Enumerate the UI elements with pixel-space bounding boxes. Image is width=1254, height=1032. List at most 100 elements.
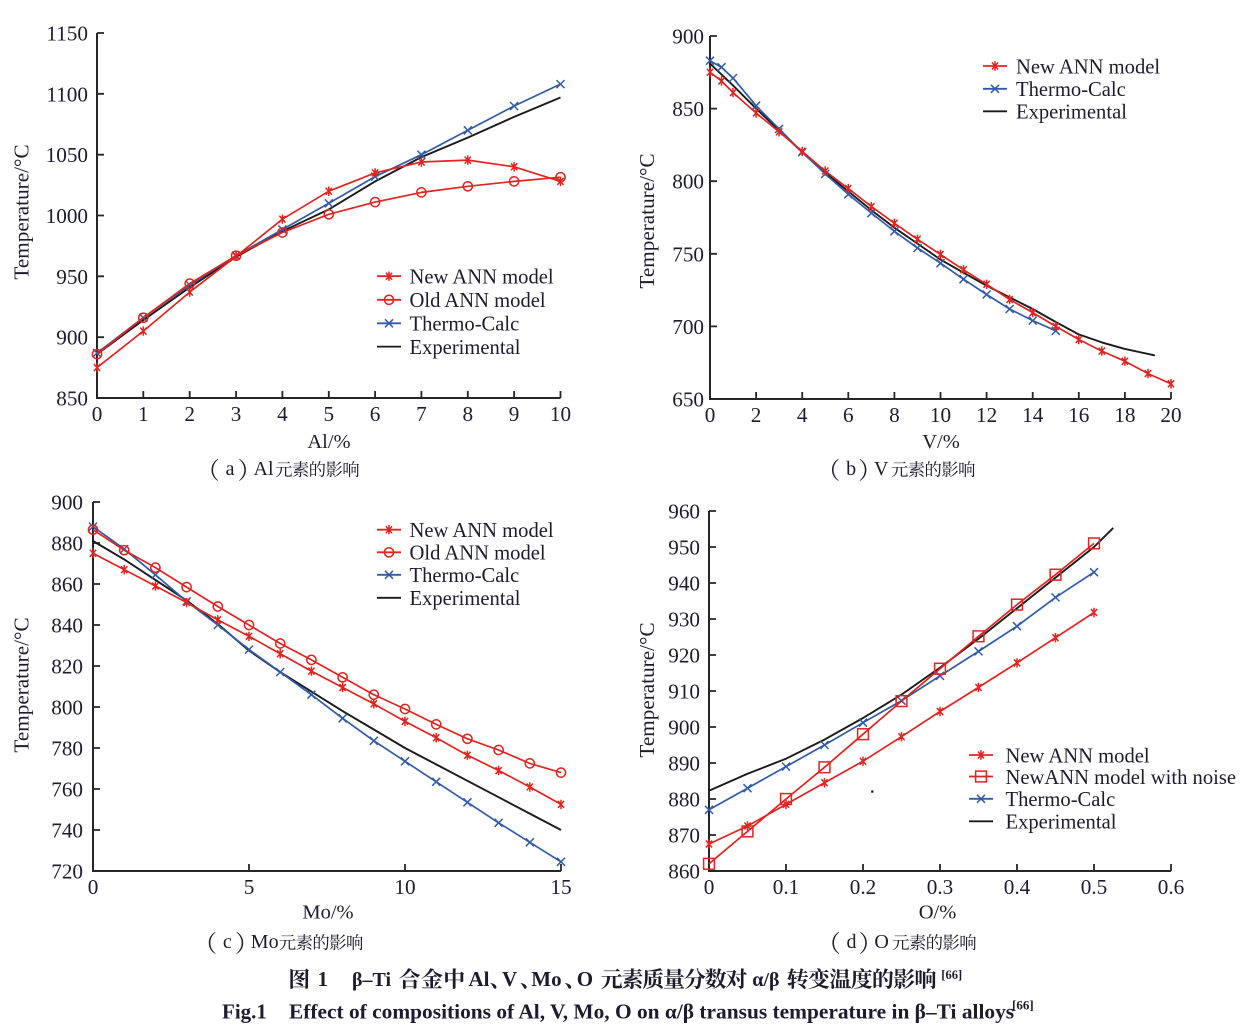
svg-text:880: 880 xyxy=(668,788,700,812)
svg-text:7: 7 xyxy=(416,402,427,426)
svg-text:12: 12 xyxy=(976,403,997,427)
svg-text:0.4: 0.4 xyxy=(1004,875,1031,899)
svg-text:2: 2 xyxy=(751,403,762,427)
svg-text:8: 8 xyxy=(463,402,474,426)
svg-text:1: 1 xyxy=(138,402,149,426)
svg-text:Thermo-Calc: Thermo-Calc xyxy=(410,314,520,336)
svg-text:α/β: α/β xyxy=(752,969,779,991)
svg-text:0.6: 0.6 xyxy=(1158,875,1184,899)
svg-text:4: 4 xyxy=(797,403,808,427)
svg-text:Effect of compositions of Al,: Effect of compositions of Al, V, Mo, O o… xyxy=(289,1000,1014,1024)
svg-text:930: 930 xyxy=(668,608,700,632)
svg-text:0: 0 xyxy=(705,403,716,427)
svg-text:820: 820 xyxy=(51,655,83,679)
svg-text:6: 6 xyxy=(370,402,381,426)
svg-text:V: V xyxy=(874,458,889,480)
svg-text:V: V xyxy=(502,967,517,991)
svg-text:860: 860 xyxy=(51,573,83,597)
svg-text:3: 3 xyxy=(231,402,242,426)
svg-text:New ANN model: New ANN model xyxy=(1016,56,1160,78)
svg-text:780: 780 xyxy=(51,737,83,761)
svg-text:920: 920 xyxy=(668,644,700,668)
svg-text:a: a xyxy=(226,458,235,480)
svg-text:O: O xyxy=(577,967,593,991)
svg-text:5: 5 xyxy=(324,402,335,426)
svg-text:860: 860 xyxy=(668,860,700,884)
svg-text:840: 840 xyxy=(51,614,83,638)
svg-text:0.1: 0.1 xyxy=(773,875,799,899)
svg-text:2: 2 xyxy=(184,402,195,426)
svg-text:0: 0 xyxy=(88,875,99,899)
svg-text:Temperature/°C: Temperature/°C xyxy=(635,622,659,757)
svg-text:740: 740 xyxy=(51,819,83,843)
svg-text:1150: 1150 xyxy=(46,22,88,46)
svg-text:0.2: 0.2 xyxy=(850,875,876,899)
svg-text:Mo/%: Mo/% xyxy=(302,902,353,924)
svg-text:Experimental: Experimental xyxy=(1006,812,1117,834)
svg-text:[66]: [66] xyxy=(1012,998,1034,1013)
svg-text:15: 15 xyxy=(550,875,571,899)
svg-text:1050: 1050 xyxy=(46,143,88,167)
svg-text:10: 10 xyxy=(394,875,415,899)
svg-text:[66]: [66] xyxy=(941,968,962,982)
svg-text:Experimental: Experimental xyxy=(410,337,521,359)
svg-text:Temperature/°C: Temperature/°C xyxy=(10,144,34,279)
svg-text:New ANN model: New ANN model xyxy=(410,520,554,542)
svg-text:β–Ti: β–Ti xyxy=(352,969,392,991)
svg-text:900: 900 xyxy=(668,716,700,740)
svg-text:10: 10 xyxy=(930,403,951,427)
svg-text:870: 870 xyxy=(668,824,700,848)
svg-text:Fig.1: Fig.1 xyxy=(222,1000,267,1024)
svg-text:Thermo-Calc: Thermo-Calc xyxy=(410,565,520,587)
svg-text:900: 900 xyxy=(56,326,88,350)
svg-text:Experimental: Experimental xyxy=(410,588,521,610)
svg-text:18: 18 xyxy=(1114,403,1135,427)
svg-text:Temperature/°C: Temperature/°C xyxy=(10,617,34,752)
svg-text:Al: Al xyxy=(469,967,490,991)
svg-text:850: 850 xyxy=(56,387,88,411)
svg-text:1: 1 xyxy=(318,967,329,991)
svg-text:900: 900 xyxy=(51,491,83,515)
svg-text:O: O xyxy=(874,931,888,953)
svg-text:890: 890 xyxy=(668,752,700,776)
svg-text:Mo: Mo xyxy=(251,931,279,953)
svg-text:1100: 1100 xyxy=(46,82,88,106)
svg-text:960: 960 xyxy=(668,500,700,524)
svg-text:9: 9 xyxy=(509,402,520,426)
svg-text:0.3: 0.3 xyxy=(927,875,953,899)
svg-text:4: 4 xyxy=(277,402,288,426)
svg-text:760: 760 xyxy=(51,778,83,802)
svg-text:800: 800 xyxy=(51,696,83,720)
svg-text:Thermo-Calc: Thermo-Calc xyxy=(1016,79,1126,101)
svg-text:20: 20 xyxy=(1160,403,1181,427)
svg-text:Old ANN model: Old ANN model xyxy=(410,543,546,565)
svg-text:c: c xyxy=(223,931,232,953)
svg-text:Al/%: Al/% xyxy=(307,431,350,453)
svg-text:5: 5 xyxy=(244,875,255,899)
svg-text:Al: Al xyxy=(254,458,274,480)
svg-text:0: 0 xyxy=(92,402,103,426)
svg-text:Mo: Mo xyxy=(531,967,561,991)
svg-text:940: 940 xyxy=(668,572,700,596)
svg-text:NewANN model with noise: NewANN model with noise xyxy=(1006,767,1237,789)
svg-text:16: 16 xyxy=(1068,403,1089,427)
svg-text:650: 650 xyxy=(672,388,704,412)
svg-text:0.5: 0.5 xyxy=(1081,875,1107,899)
svg-text:900: 900 xyxy=(672,25,704,49)
svg-text:950: 950 xyxy=(668,536,700,560)
svg-text:6: 6 xyxy=(843,403,854,427)
svg-text:800: 800 xyxy=(672,170,704,194)
svg-text:d: d xyxy=(847,931,857,953)
svg-text:700: 700 xyxy=(672,315,704,339)
svg-text:8: 8 xyxy=(889,403,900,427)
svg-text:850: 850 xyxy=(672,97,704,121)
svg-text:1000: 1000 xyxy=(46,204,88,228)
svg-text:10: 10 xyxy=(550,402,571,426)
svg-text:720: 720 xyxy=(51,860,83,884)
svg-text:Temperature/°C: Temperature/°C xyxy=(635,153,659,288)
svg-text:Thermo-Calc: Thermo-Calc xyxy=(1006,789,1116,811)
svg-text:14: 14 xyxy=(1022,403,1044,427)
svg-text:750: 750 xyxy=(672,242,704,266)
svg-text:New ANN model: New ANN model xyxy=(1006,745,1150,767)
svg-text:950: 950 xyxy=(56,265,88,289)
